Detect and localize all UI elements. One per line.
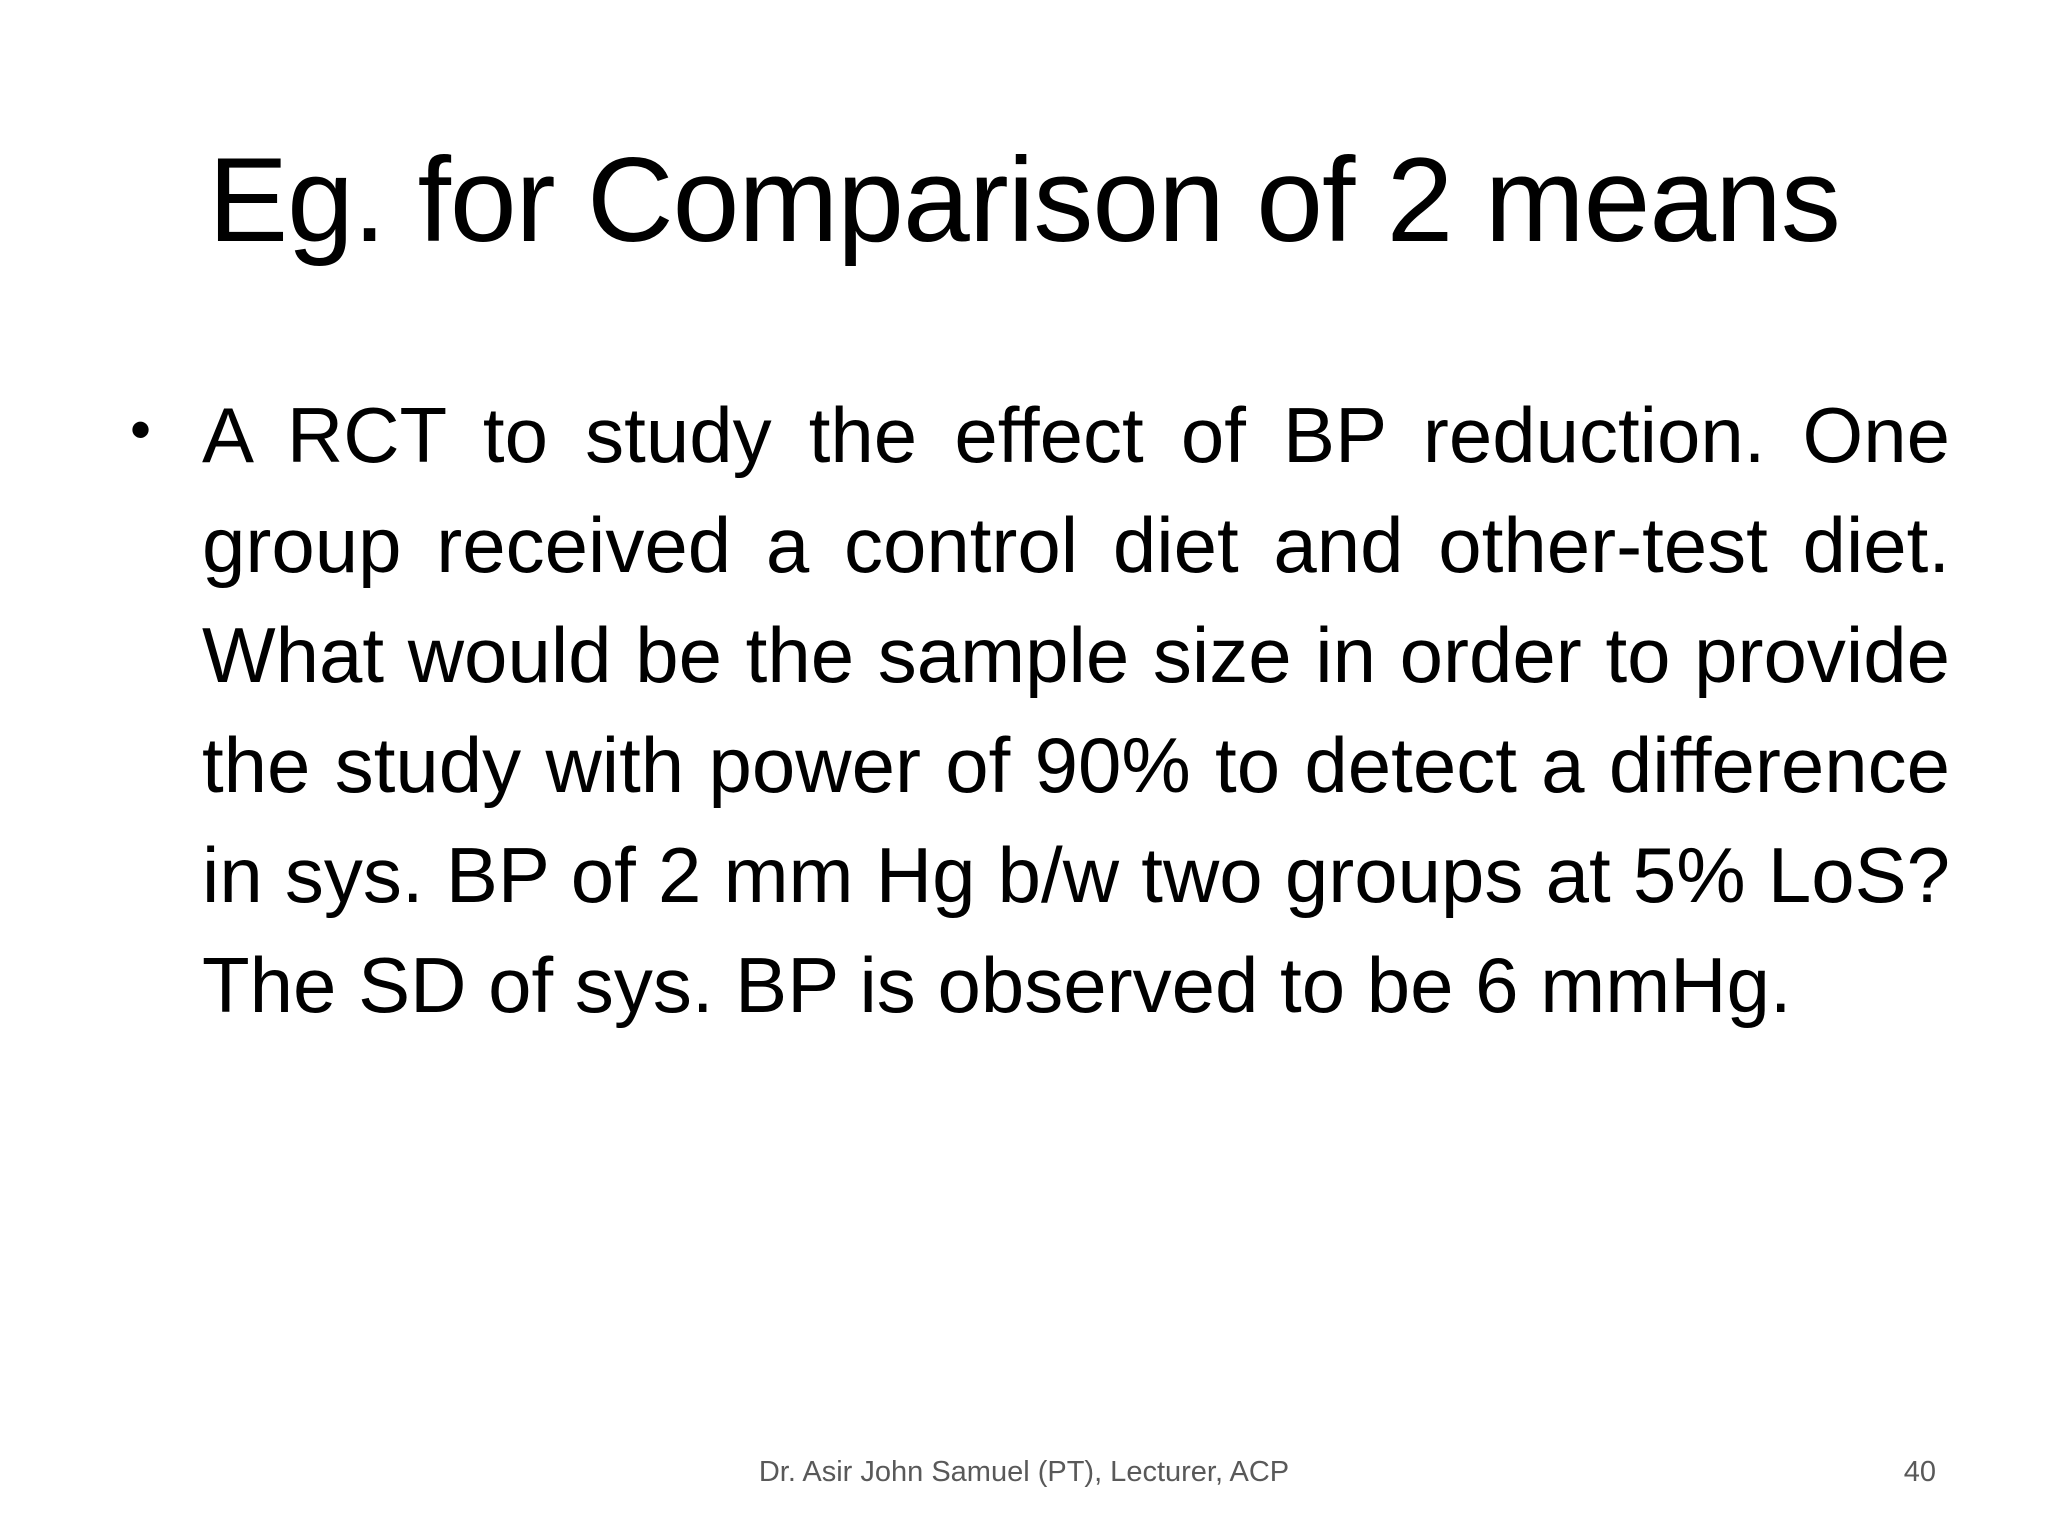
bullet-marker: • (130, 396, 152, 463)
slide-footer: Dr. Asir John Samuel (PT), Lecturer, ACP… (0, 1452, 2048, 1492)
bullet-text: A RCT to study the effect of BP reductio… (202, 391, 1950, 1029)
bullet-item: • A RCT to study the effect of BP reduct… (120, 380, 1950, 1040)
slide-title: Eg. for Comparison of 2 means (208, 133, 1841, 267)
page-number: 40 (1903, 1456, 1936, 1488)
footer-author: Dr. Asir John Samuel (PT), Lecturer, ACP (758, 1456, 1290, 1488)
bullet-list: • A RCT to study the effect of BP reduct… (120, 380, 1950, 1040)
